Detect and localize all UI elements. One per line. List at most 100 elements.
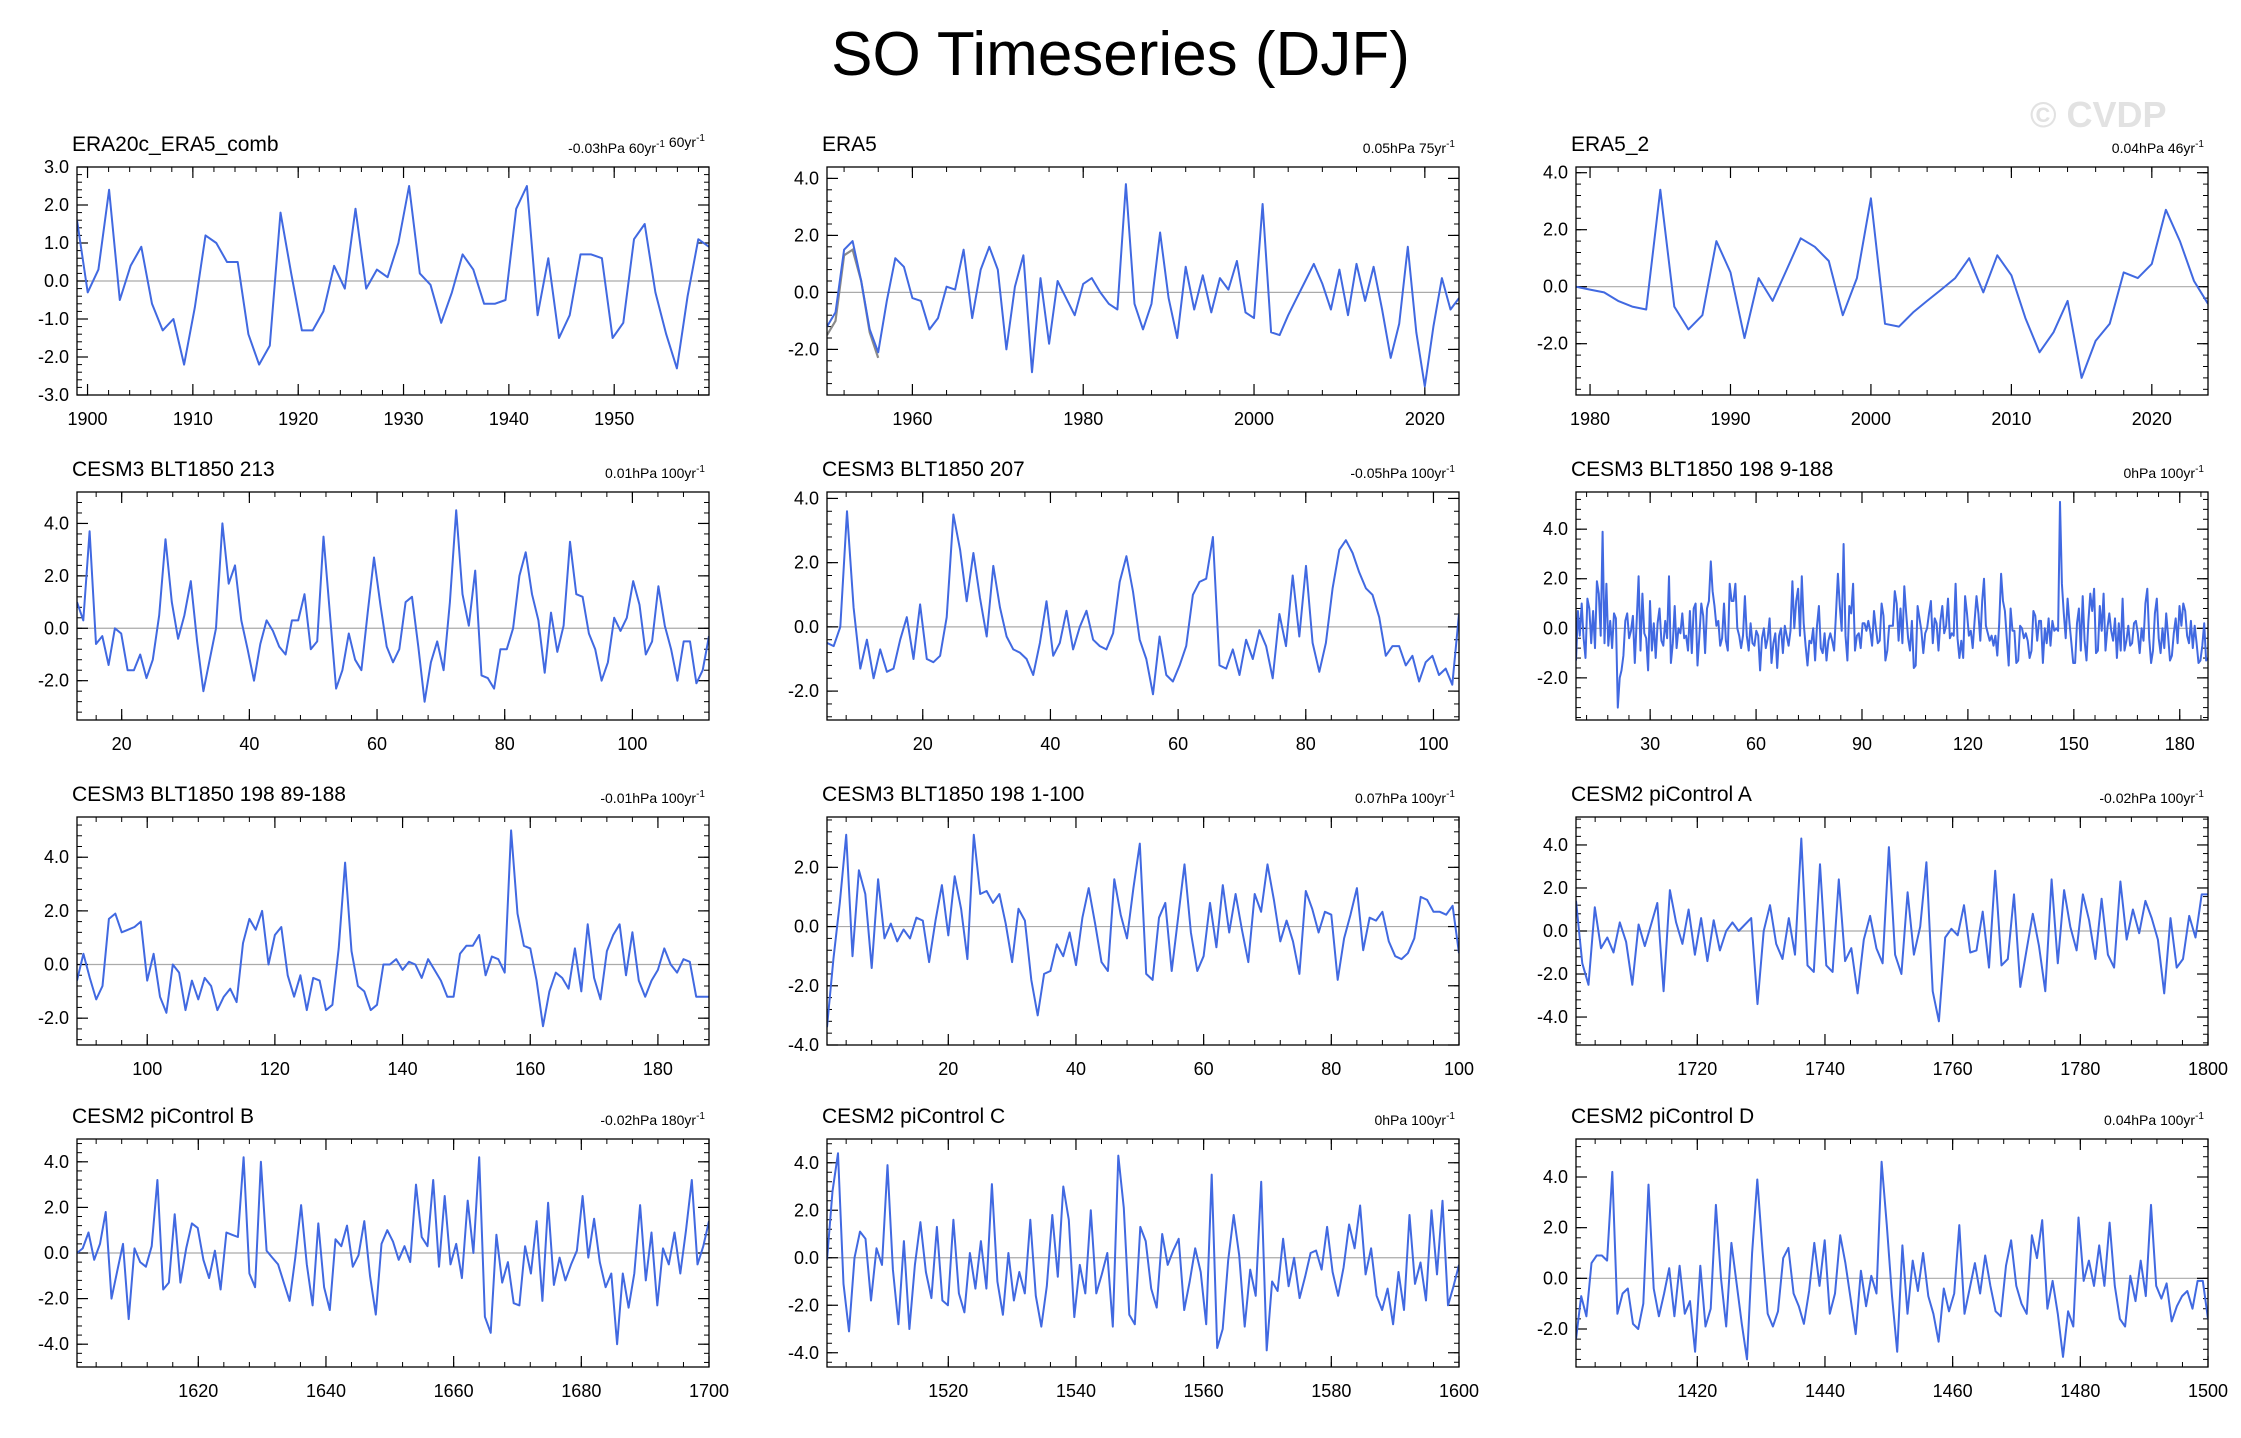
x-tick-label: 100 [132, 1059, 162, 1079]
y-tick-label: 4.0 [794, 1153, 819, 1173]
panel-trend-stat: -0.05hPa 100yr-1 [1350, 464, 1455, 481]
x-tick-label: 2010 [1991, 409, 2031, 429]
panel-title: ERA5 [822, 133, 877, 156]
y-tick-label: -2.0 [1537, 1319, 1568, 1339]
x-tick-label: 60 [1168, 734, 1188, 754]
panel-4: CESM3 BLT1850 213 0.01hPa 100yr-1 4.0 2.0 0.… [38, 458, 710, 754]
panel-title: CESM3 BLT1850 207 [822, 458, 1025, 481]
panel-trend-stat: 0.04hPa 100yr-1 [2104, 1111, 2204, 1128]
x-tick-label: 1440 [1805, 1381, 1845, 1401]
y-tick-label: 2.0 [44, 195, 69, 215]
panel-3: ERA5_2 0.04hPa 46yr-1 4.0 2.0 0.0 -2.0 1980 199… [1537, 133, 2209, 429]
x-tick-label: 30 [1640, 734, 1660, 754]
panel-title: CESM3 BLT1850 198 89-188 [72, 783, 346, 806]
plot-frame [76, 1138, 710, 1368]
panel-1: ERA20c_ERA5_comb -0.03hPa 60yr-1 60yr-1 3.… [38, 133, 710, 429]
x-tick-label: 140 [388, 1059, 418, 1079]
x-tick-label: 60 [367, 734, 387, 754]
x-tick-label: 1560 [1184, 1381, 1224, 1401]
x-tick-label: 1500 [2188, 1381, 2228, 1401]
y-tick-label: 0.0 [44, 271, 69, 291]
x-tick-label: 1540 [1056, 1381, 1096, 1401]
x-tick-label: 150 [2059, 734, 2089, 754]
x-tick-label: 1800 [2188, 1059, 2228, 1079]
y-tick-label: -4.0 [788, 1343, 819, 1363]
series-line [77, 1156, 709, 1346]
panel-trend-stat: -0.01hPa 100yr-1 [600, 789, 705, 806]
panel-title: ERA20c_ERA5_comb [72, 133, 279, 156]
x-tick-label: 40 [239, 734, 259, 754]
x-tick-label: 1990 [1710, 409, 1750, 429]
y-tick-label: -3.0 [38, 385, 69, 405]
y-tick-label: 2.0 [1543, 569, 1568, 589]
plot-frame [1575, 1138, 2209, 1368]
y-tick-label: 2.0 [44, 901, 69, 921]
x-tick-label: 2000 [1234, 409, 1274, 429]
plot-frame [826, 491, 1460, 721]
x-tick-label: 1980 [1570, 409, 1610, 429]
x-tick-label: 60 [1194, 1059, 1214, 1079]
panel-12: CESM2 piControl D 0.04hPa 100yr-1 4.0 2.0 0.… [1537, 1105, 2228, 1401]
y-tick-label: 4.0 [1543, 519, 1568, 539]
x-tick-label: 120 [1953, 734, 1983, 754]
x-tick-label: 60 [1746, 734, 1766, 754]
y-tick-label: 4.0 [794, 488, 819, 508]
x-tick-label: 1720 [1677, 1059, 1717, 1079]
panel-8: CESM3 BLT1850 198 1-100 0.07hPa 100yr-1 2.… [788, 783, 1474, 1079]
panel-trend-stat: -0.02hPa 180yr-1 [600, 1111, 705, 1128]
y-tick-label: 0.0 [794, 917, 819, 937]
series-line [1576, 188, 2208, 379]
y-tick-label: 2.0 [794, 553, 819, 573]
y-tick-label: -2.0 [1537, 964, 1568, 984]
y-tick-label: -2.0 [788, 681, 819, 701]
panel-trend-stat: 0.05hPa 75yr-1 [1363, 139, 1456, 156]
y-tick-label: 2.0 [794, 225, 819, 245]
panel-title: CESM2 piControl A [1571, 783, 1752, 806]
x-tick-label: 100 [617, 734, 647, 754]
x-tick-label: 2020 [2132, 409, 2172, 429]
panel-trend-stat: 0hPa 100yr-1 [2123, 464, 2204, 481]
series-line [77, 185, 709, 370]
x-tick-label: 1760 [1933, 1059, 1973, 1079]
y-tick-label: 4.0 [1543, 163, 1568, 183]
y-tick-label: 2.0 [1543, 878, 1568, 898]
y-tick-label: 0.0 [1543, 1268, 1568, 1288]
y-tick-label: 0.0 [44, 618, 69, 638]
x-tick-label: 80 [1321, 1059, 1341, 1079]
x-tick-label: 40 [1066, 1059, 1086, 1079]
x-tick-label: 40 [1040, 734, 1060, 754]
y-tick-label: -1.0 [38, 309, 69, 329]
x-tick-label: 1600 [1439, 1381, 1479, 1401]
cvdp-watermark: © CVDP [2030, 94, 2167, 135]
y-tick-label: -4.0 [1537, 1007, 1568, 1027]
x-tick-label: 1420 [1677, 1381, 1717, 1401]
x-tick-label: 1920 [278, 409, 318, 429]
y-tick-label: -2.0 [1537, 668, 1568, 688]
series-line [1576, 837, 2208, 1023]
panel-title: CESM2 piControl D [1571, 1105, 1754, 1128]
y-tick-label: 4.0 [794, 168, 819, 188]
x-tick-label: 1680 [561, 1381, 601, 1401]
y-tick-label: 0.0 [794, 282, 819, 302]
x-tick-label: 1910 [173, 409, 213, 429]
x-tick-label: 1950 [594, 409, 634, 429]
y-tick-label: 2.0 [44, 1197, 69, 1217]
panel-title: CESM3 BLT1850 198 1-100 [822, 783, 1084, 806]
x-tick-label: 1660 [434, 1381, 474, 1401]
y-tick-label: 0.0 [44, 955, 69, 975]
panel-title: ERA5_2 [1571, 133, 1649, 156]
x-tick-label: 1700 [689, 1381, 729, 1401]
y-tick-label: 0.0 [1543, 618, 1568, 638]
series-line [827, 183, 1459, 388]
y-tick-label: -4.0 [788, 1035, 819, 1055]
x-tick-label: 180 [2165, 734, 2195, 754]
panel-trend-stat: 0.04hPa 46yr-1 [2112, 139, 2205, 156]
plot-frame [1575, 166, 2209, 396]
y-tick-label: 4.0 [44, 513, 69, 533]
x-tick-label: 160 [515, 1059, 545, 1079]
panel-title: CESM3 BLT1850 198 9-188 [1571, 458, 1833, 481]
y-tick-label: -2.0 [788, 1295, 819, 1315]
x-tick-label: 80 [495, 734, 515, 754]
series-line [827, 1152, 1459, 1352]
